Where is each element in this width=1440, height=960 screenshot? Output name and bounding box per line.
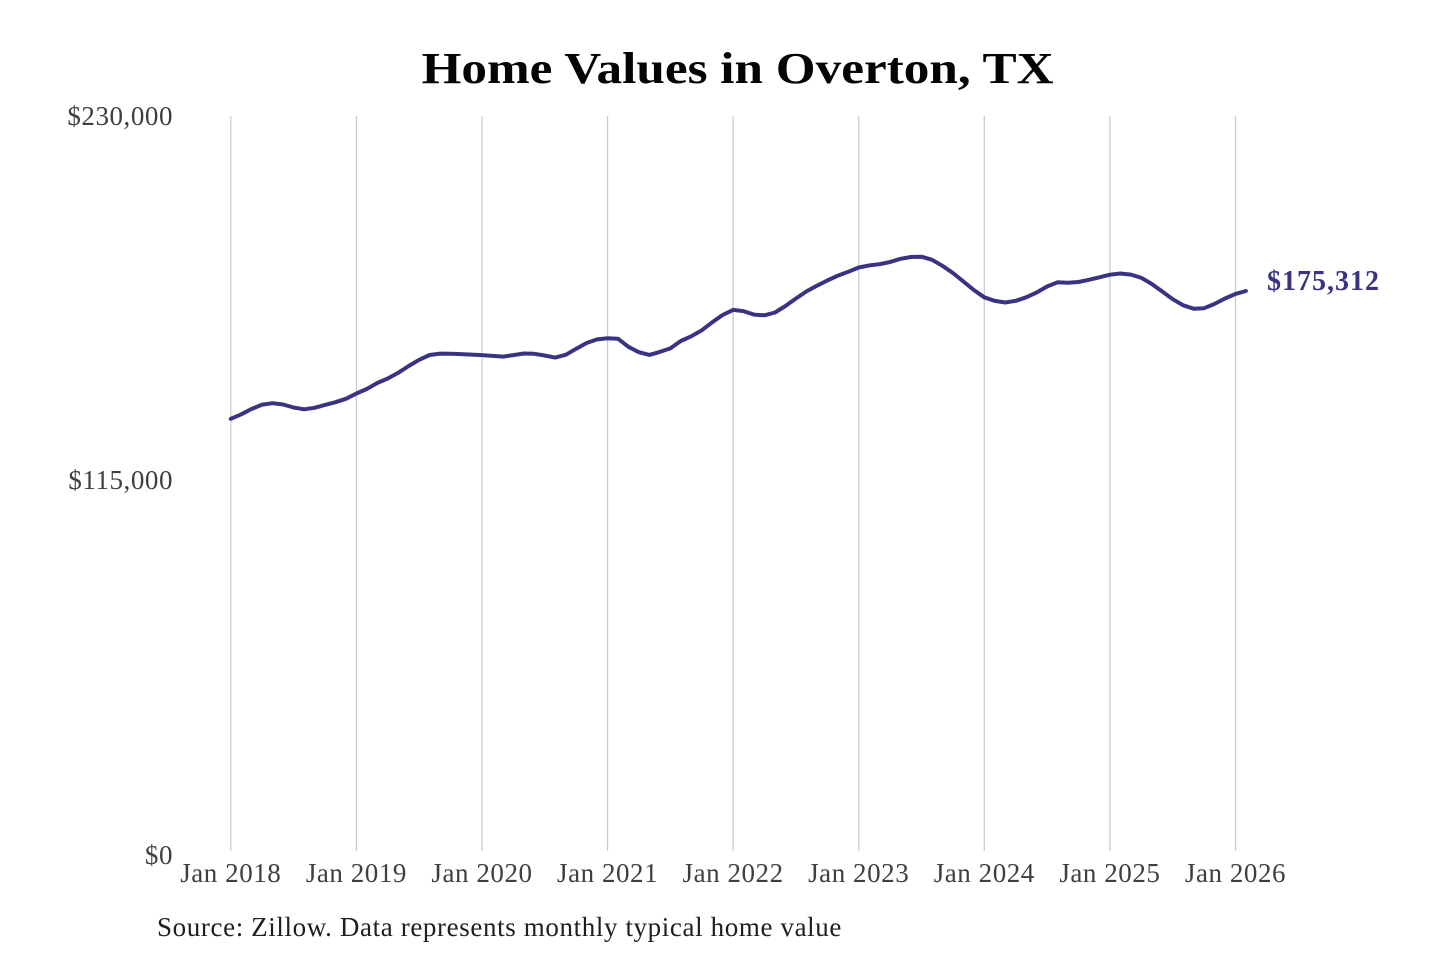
svg-text:Jan 2026: Jan 2026 [1185,858,1286,888]
svg-text:Jan 2022: Jan 2022 [683,858,784,888]
svg-text:$0: $0 [145,840,173,870]
svg-text:Jan 2024: Jan 2024 [934,858,1035,888]
svg-text:Jan 2025: Jan 2025 [1059,858,1160,888]
svg-text:Home Values in Overton, TX: Home Values in Overton, TX [422,44,1054,93]
svg-text:$230,000: $230,000 [67,101,173,131]
svg-text:$115,000: $115,000 [68,465,173,495]
svg-text:Jan 2018: Jan 2018 [180,858,281,888]
svg-text:$175,312: $175,312 [1267,266,1380,297]
svg-text:Jan 2021: Jan 2021 [557,858,658,888]
svg-text:Jan 2023: Jan 2023 [808,858,909,888]
svg-text:Source: Zillow. Data represent: Source: Zillow. Data represents monthly … [157,912,842,942]
svg-text:Jan 2020: Jan 2020 [431,858,532,888]
svg-text:Jan 2019: Jan 2019 [306,858,407,888]
